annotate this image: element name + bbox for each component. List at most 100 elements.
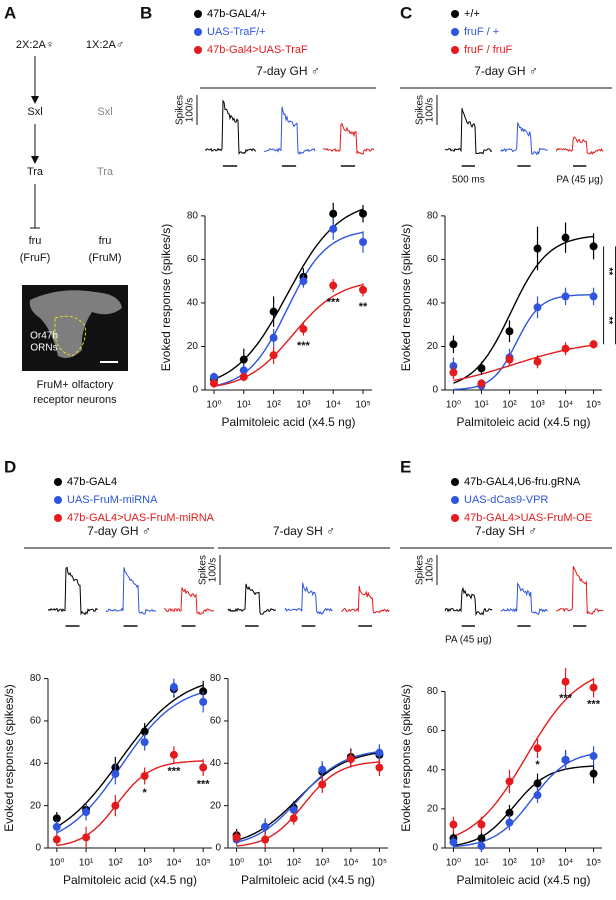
data-point: [52, 814, 61, 823]
y-axis-label: Evoked response (spikes/s): [159, 224, 173, 371]
y-tick-label: 80: [427, 686, 439, 697]
data-point: [561, 344, 570, 353]
x-tick-label: 10⁰: [446, 858, 461, 869]
data-point: [261, 822, 270, 831]
data-point: [561, 233, 570, 242]
significance: **: [359, 301, 368, 313]
y-tick-label: 80: [30, 673, 42, 684]
legend-label: 47b-GAL4>UAS-FruM-miRNA: [67, 512, 215, 524]
data-point: [533, 791, 542, 800]
data-point: [375, 748, 384, 757]
x-axis-label: Palmitoleic acid (x4.5 ng): [456, 873, 590, 887]
y-tick-label: 20: [427, 804, 439, 815]
fit-curve: [213, 231, 364, 387]
gene: Tra: [27, 166, 44, 178]
gene-product: (FruM): [89, 252, 122, 264]
genotype: 1X:2A♂: [86, 39, 124, 51]
fit-curve: [453, 344, 594, 382]
bracket-label: **: [603, 316, 614, 324]
gene: fru: [99, 235, 112, 247]
data-point: [505, 777, 514, 786]
y-tick-label: 40: [30, 758, 42, 769]
data-point: [533, 357, 542, 366]
x-tick-label: 10⁴: [166, 858, 181, 869]
genotype: 2X:2A♀: [16, 39, 54, 51]
x-tick-label: 10³: [296, 400, 311, 411]
data-point: [299, 325, 308, 334]
panel-label: B: [140, 3, 152, 22]
x-tick-label: 10⁵: [355, 400, 370, 411]
gene: Tra: [97, 166, 114, 178]
arrow-head: [31, 156, 39, 164]
y-tick-label: 20: [187, 341, 199, 352]
data-point: [561, 755, 570, 764]
scale-label: Spikes: [198, 555, 209, 585]
chart: E 47b-GAL4,U6-fru.gRNA UAS-dCas9-VPR 47b-GA…: [399, 457, 612, 887]
x-tick-label: 10³: [137, 858, 152, 869]
spike-trace: [444, 586, 493, 617]
x-tick-label: 10²: [502, 858, 517, 869]
data-point: [239, 355, 248, 364]
data-point: [346, 755, 355, 764]
fit-curve: [56, 684, 204, 828]
data-point: [375, 763, 384, 772]
legend-label: 47b-Gal4>UAS-TraF: [207, 44, 308, 56]
x-axis-label: Palmitoleic acid (x4.5 ng): [241, 873, 375, 887]
spike-trace: [341, 585, 390, 614]
x-axis-label: Palmitoleic acid (x4.5 ng): [63, 873, 197, 887]
data-point: [477, 834, 486, 843]
spike-trace: [556, 566, 604, 615]
panel-label: A: [4, 3, 16, 22]
fit-curve: [453, 235, 594, 384]
scale-value: 100/s: [185, 98, 196, 122]
x-tick-label: 10¹: [79, 858, 94, 869]
chart: 7-day SH ♂ Spikes 100/s 0 20 40 60 80 10⁰ 10¹ 10² 1…: [198, 524, 390, 887]
data-point: [289, 805, 298, 814]
data-point: [477, 820, 486, 829]
fit-curve: [213, 208, 364, 380]
legend-marker: [194, 10, 202, 18]
data-point: [589, 752, 598, 761]
data-point: [505, 355, 514, 364]
spike-trace: [555, 136, 604, 155]
condition-label: 7-day SH ♂: [475, 524, 537, 538]
fit-curve: [236, 751, 380, 843]
data-point: [82, 808, 91, 816]
data-point: [477, 379, 486, 388]
significance: ***: [587, 698, 601, 710]
panel-a: A 2X:2A♀ 1X:2A♂ Sxl Sxl Tra Tra fru (Fru…: [4, 3, 128, 406]
spike-trace: [163, 587, 215, 616]
data-point: [449, 340, 458, 349]
x-tick-label: 10⁵: [372, 858, 387, 869]
fit-curve: [453, 294, 594, 391]
legend-label: UAS-dCas9-VPR: [464, 494, 548, 506]
legend-marker: [54, 514, 62, 522]
x-tick-label: 10¹: [237, 400, 252, 411]
spike-trace: [204, 99, 257, 155]
caption: receptor neurons: [33, 394, 117, 406]
significance: ***: [297, 340, 311, 352]
data-point: [477, 364, 486, 373]
x-tick-label: 10³: [530, 400, 545, 411]
data-point: [533, 303, 542, 312]
panel-label: C: [400, 3, 412, 22]
panel-label: E: [400, 457, 411, 476]
legend-label: 47b-GAL4: [67, 476, 117, 488]
x-tick-label: 10⁵: [586, 858, 601, 869]
legend-label: fruF / fruF: [464, 44, 513, 56]
y-tick-label: 20: [210, 800, 222, 811]
data-point: [449, 838, 458, 847]
legend-label: fruF / +: [464, 26, 499, 38]
data-point: [269, 307, 278, 316]
legend-label: UAS-TraF/+: [207, 26, 266, 38]
x-tick-label: 10⁰: [446, 400, 461, 411]
x-tick-label: 10¹: [474, 400, 489, 411]
y-tick-label: 60: [30, 716, 42, 727]
legend-marker: [451, 514, 459, 522]
bracket-label: **: [603, 267, 614, 275]
data-point: [589, 683, 598, 692]
fit-curve: [453, 765, 594, 847]
significance: ***: [197, 778, 211, 790]
data-point: [359, 285, 368, 294]
